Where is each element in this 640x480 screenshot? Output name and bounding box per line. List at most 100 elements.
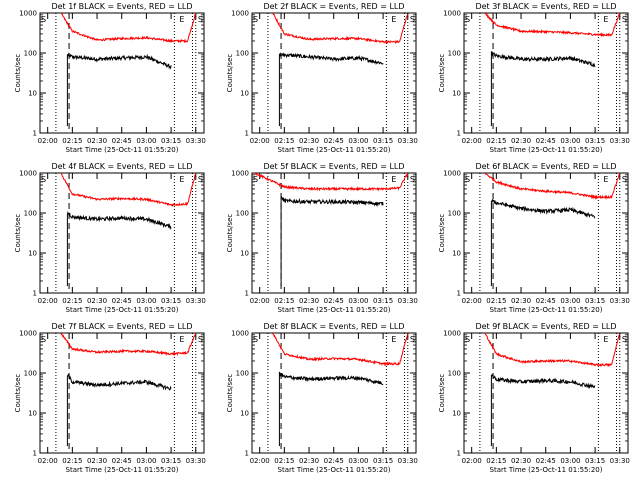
y-axis-label: Counts/sec: [14, 54, 22, 93]
x-tick-label: 03:30: [398, 137, 418, 145]
panel-9: Det 9f BLACK = Events, RED = LLD 1 10 100 10…: [438, 322, 630, 474]
x-tick-label: 02:00: [38, 457, 58, 465]
segment-mark: S: [198, 175, 203, 184]
events-series-line: [66, 52, 172, 126]
y-tick-label: 1: [245, 450, 249, 458]
panel-2: Det 2f BLACK = Events, RED = LLD 1 10 100 10…: [226, 2, 418, 154]
y-tick-label: 10: [240, 250, 249, 258]
segment-mark: S: [622, 15, 627, 24]
plot-frame: [39, 12, 205, 134]
segment-mark: S: [410, 175, 415, 184]
lld-series-line: [484, 333, 621, 368]
events-series-line: [490, 50, 596, 126]
x-tick-label: 03:30: [398, 297, 418, 305]
segment-mark: S: [253, 335, 258, 344]
y-axis-label: Counts/sec: [14, 214, 22, 253]
y-axis-label: Counts/sec: [14, 374, 22, 413]
x-tick-label: 03:15: [161, 457, 181, 465]
x-tick-label: 02:45: [112, 457, 132, 465]
y-tick-label: 10: [452, 250, 461, 258]
x-tick-label: 03:15: [585, 137, 605, 145]
lld-series-line: [484, 173, 621, 200]
x-tick-label: 02:45: [112, 137, 132, 145]
x-tick-label: 02:30: [87, 457, 107, 465]
segment-mark: S: [198, 335, 203, 344]
segment-mark: S: [41, 335, 46, 344]
x-tick-label: 02:45: [536, 457, 556, 465]
panel-title: Det 6f BLACK = Events, RED = LLD: [475, 162, 616, 171]
y-tick-label: 100: [24, 210, 37, 218]
y-tick-label: 10: [28, 410, 37, 418]
panel-8: Det 8f BLACK = Events, RED = LLD 1 10 100 10…: [226, 322, 418, 474]
x-tick-label: 02:15: [274, 297, 294, 305]
x-tick-label: 03:15: [161, 297, 181, 305]
y-tick-label: 1: [33, 130, 37, 138]
x-tick-label: 03:00: [136, 137, 156, 145]
x-tick-label: 03:30: [186, 457, 206, 465]
segment-mark: E: [603, 175, 608, 184]
y-tick-label: 10: [452, 90, 461, 98]
panel-title: Det 7f BLACK = Events, RED = LLD: [51, 322, 192, 331]
y-tick-label: 10: [240, 410, 249, 418]
panel-title: Det 9f BLACK = Events, RED = LLD: [475, 322, 616, 331]
x-tick-label: 02:30: [299, 137, 319, 145]
x-tick-label: 02:45: [324, 137, 344, 145]
y-tick-label: 100: [24, 50, 37, 58]
y-tick-label: 10: [240, 90, 249, 98]
x-tick-label: 03:15: [161, 137, 181, 145]
x-tick-label: 03:00: [348, 297, 368, 305]
y-axis-label: Counts/sec: [226, 214, 234, 253]
y-tick-label: 1000: [231, 170, 249, 178]
y-tick-label: 10: [28, 250, 37, 258]
y-tick-label: 100: [448, 370, 461, 378]
x-axis-label: Start Time (25-Oct-11 01:55:20): [278, 306, 391, 314]
x-tick-label: 03:15: [373, 297, 393, 305]
events-series-line: [66, 373, 172, 446]
panel-1: Det 1f BLACK = Events, RED = LLD 1 10 100 10…: [14, 2, 206, 154]
y-tick-label: 1000: [231, 330, 249, 338]
events-series-line: [66, 210, 172, 286]
y-tick-label: 1000: [231, 10, 249, 18]
plot-frame: [251, 12, 417, 134]
x-tick-label: 02:45: [536, 297, 556, 305]
segment-mark: S: [465, 15, 470, 24]
panel-title: Det 2f BLACK = Events, RED = LLD: [263, 2, 404, 11]
x-tick-label: 02:15: [62, 457, 82, 465]
x-tick-label: 02:30: [299, 297, 319, 305]
segment-mark: S: [410, 335, 415, 344]
segment-mark: E: [603, 335, 608, 344]
y-tick-label: 100: [236, 210, 249, 218]
y-axis-label: Counts/sec: [438, 54, 446, 93]
x-axis-label: Start Time (25-Oct-11 01:55:20): [278, 146, 391, 154]
x-axis-label: Start Time (25-Oct-11 01:55:20): [490, 306, 603, 314]
x-tick-label: 02:00: [462, 137, 482, 145]
y-tick-label: 100: [448, 50, 461, 58]
x-tick-label: 02:00: [462, 457, 482, 465]
plot-frame: [251, 172, 417, 294]
x-tick-label: 02:00: [250, 457, 270, 465]
segment-mark: E: [179, 175, 184, 184]
events-series-line: [278, 51, 384, 126]
events-series-line: [490, 374, 596, 446]
segment-mark: E: [391, 175, 396, 184]
x-tick-label: 02:30: [511, 297, 531, 305]
panel-title: Det 1f BLACK = Events, RED = LLD: [51, 2, 192, 11]
panel-title: Det 5f BLACK = Events, RED = LLD: [263, 162, 404, 171]
x-tick-label: 02:30: [511, 457, 531, 465]
segment-mark: S: [41, 15, 46, 24]
segment-mark: E: [179, 15, 184, 24]
x-tick-label: 02:45: [112, 297, 132, 305]
lld-series-line: [60, 13, 197, 44]
panel-title: Det 8f BLACK = Events, RED = LLD: [263, 322, 404, 331]
x-tick-label: 02:00: [250, 137, 270, 145]
events-series-line: [490, 198, 596, 286]
x-tick-label: 02:00: [38, 137, 58, 145]
plot-frame: [463, 332, 629, 454]
x-tick-label: 02:15: [486, 457, 506, 465]
y-tick-label: 1000: [19, 170, 37, 178]
x-tick-label: 03:00: [560, 457, 580, 465]
x-axis-label: Start Time (25-Oct-11 01:55:20): [66, 466, 179, 474]
y-tick-label: 1: [245, 130, 249, 138]
y-tick-label: 1: [457, 450, 461, 458]
